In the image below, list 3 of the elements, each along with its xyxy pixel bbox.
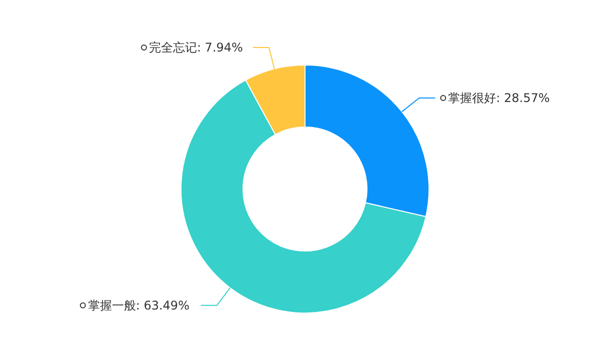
slice-label: 掌握很好: 28.57% (448, 90, 550, 105)
slice-label: 完全忘记: 7.94% (148, 40, 243, 55)
slice-label: 掌握一般: 63.49% (88, 298, 190, 312)
